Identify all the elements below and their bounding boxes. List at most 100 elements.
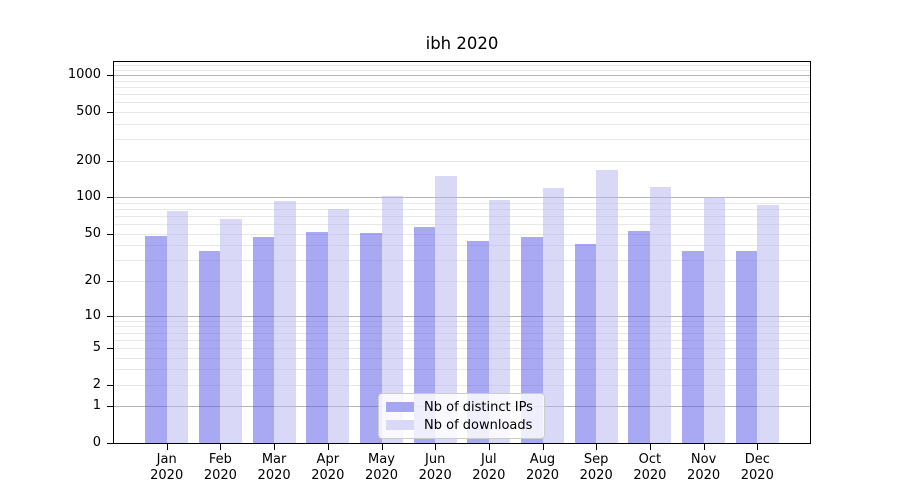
gridline-minor xyxy=(113,339,811,341)
y-tick xyxy=(107,281,113,283)
gridline-minor xyxy=(113,65,811,67)
gridline-minor xyxy=(113,70,811,72)
gridline-minor xyxy=(113,80,811,82)
gridline-minor xyxy=(113,347,811,349)
bar-distinct-ips-nov xyxy=(682,250,704,444)
gridline-minor xyxy=(113,320,811,322)
y-tick-label: 0 xyxy=(92,435,101,451)
y-tick-label: 1 xyxy=(92,398,101,414)
bar-distinct-ips-dec xyxy=(735,250,758,444)
legend-swatch-distinct-ips xyxy=(386,402,414,412)
bar-downloads-jan xyxy=(166,210,189,444)
bar-downloads-feb xyxy=(220,218,242,444)
gridline-minor xyxy=(113,139,811,141)
gridline-major xyxy=(113,75,811,77)
x-tick xyxy=(381,444,383,450)
chart-title: ibh 2020 xyxy=(425,34,499,53)
y-tick-label: 50 xyxy=(84,225,101,241)
gridline-minor xyxy=(113,326,811,328)
x-tick xyxy=(703,444,705,450)
bar-downloads-nov xyxy=(703,197,726,444)
x-tick xyxy=(542,444,544,450)
x-tick xyxy=(166,444,168,450)
x-tick-label-apr: Apr 2020 xyxy=(311,452,345,483)
legend-item-distinct-ips: Nb of distinct IPs xyxy=(386,398,536,416)
gridline-minor xyxy=(113,209,811,211)
bar-distinct-ips-apr xyxy=(306,231,328,444)
gridline-minor xyxy=(113,233,811,235)
bar-downloads-dec xyxy=(757,204,779,444)
y-tick-label: 1000 xyxy=(67,67,101,83)
legend-swatch-downloads xyxy=(386,420,414,430)
x-tick-label-feb: Feb 2020 xyxy=(203,452,237,483)
bar-distinct-ips-oct xyxy=(628,230,650,444)
x-tick-label-dec: Dec 2020 xyxy=(740,452,774,483)
legend-label-distinct-ips: Nb of distinct IPs xyxy=(424,399,533,415)
x-tick xyxy=(435,444,437,450)
y-tick-label: 200 xyxy=(76,152,101,168)
y-tick xyxy=(107,347,113,349)
x-tick xyxy=(274,444,276,450)
x-tick xyxy=(327,444,329,450)
gridline-minor xyxy=(113,332,811,334)
y-tick-label: 20 xyxy=(84,273,101,289)
y-tick xyxy=(107,112,113,113)
y-tick xyxy=(107,406,113,408)
bar-distinct-ips-aug xyxy=(521,237,543,444)
gridline-major xyxy=(113,197,811,199)
x-tick xyxy=(757,444,759,450)
gridline-minor xyxy=(113,216,811,218)
gridline-minor xyxy=(113,160,811,162)
y-tick xyxy=(107,384,113,386)
y-tick-label: 2 xyxy=(92,376,101,392)
gridline-minor xyxy=(113,384,811,386)
y-tick xyxy=(107,197,113,199)
x-tick xyxy=(596,444,598,450)
y-tick xyxy=(107,160,113,162)
gridline-minor xyxy=(113,102,811,104)
y-tick-label: 10 xyxy=(84,307,101,323)
bar-downloads-apr xyxy=(327,208,350,444)
gridline-minor xyxy=(113,224,811,226)
gridline-minor xyxy=(113,260,811,262)
x-tick-label-mar: Mar 2020 xyxy=(257,452,291,483)
gridline-major xyxy=(113,315,811,317)
y-tick xyxy=(107,443,113,445)
x-tick-label-may: May 2020 xyxy=(364,452,399,483)
bar-downloads-jun xyxy=(435,175,457,444)
x-tick xyxy=(220,444,222,450)
bar-distinct-ips-jan xyxy=(145,235,167,444)
legend: Nb of distinct IPs Nb of downloads xyxy=(378,393,545,439)
bar-downloads-jul xyxy=(488,199,511,444)
y-tick xyxy=(107,315,113,317)
bar-distinct-ips-feb xyxy=(198,250,221,444)
y-tick-label: 500 xyxy=(76,104,101,119)
gridline-minor xyxy=(113,281,811,283)
x-tick-label-oct: Oct 2020 xyxy=(633,452,667,483)
x-tick-label-jan: Jan 2020 xyxy=(150,452,184,483)
y-tick xyxy=(107,233,113,235)
bar-downloads-sep xyxy=(596,170,618,444)
x-tick xyxy=(488,444,490,450)
legend-label-downloads: Nb of downloads xyxy=(424,417,533,433)
y-tick-label: 100 xyxy=(76,189,101,205)
gridline-minor xyxy=(113,112,811,113)
bar-downloads-may xyxy=(381,196,403,444)
gridline-minor xyxy=(113,369,811,371)
plot-area xyxy=(113,61,811,444)
gridline-minor xyxy=(113,94,811,96)
bar-downloads-oct xyxy=(649,186,672,444)
y-tick xyxy=(107,75,113,77)
x-tick xyxy=(649,444,651,450)
y-tick-label: 5 xyxy=(92,339,101,355)
gridline-minor xyxy=(113,245,811,247)
bar-distinct-ips-sep xyxy=(574,244,597,444)
bar-distinct-ips-may xyxy=(360,232,382,444)
bar-distinct-ips-jul xyxy=(467,240,489,444)
bar-distinct-ips-mar xyxy=(252,237,275,444)
bar-distinct-ips-jun xyxy=(413,226,436,444)
gridline-minor xyxy=(113,357,811,359)
legend-item-downloads: Nb of downloads xyxy=(386,416,536,434)
bar-downloads-mar xyxy=(274,200,296,444)
